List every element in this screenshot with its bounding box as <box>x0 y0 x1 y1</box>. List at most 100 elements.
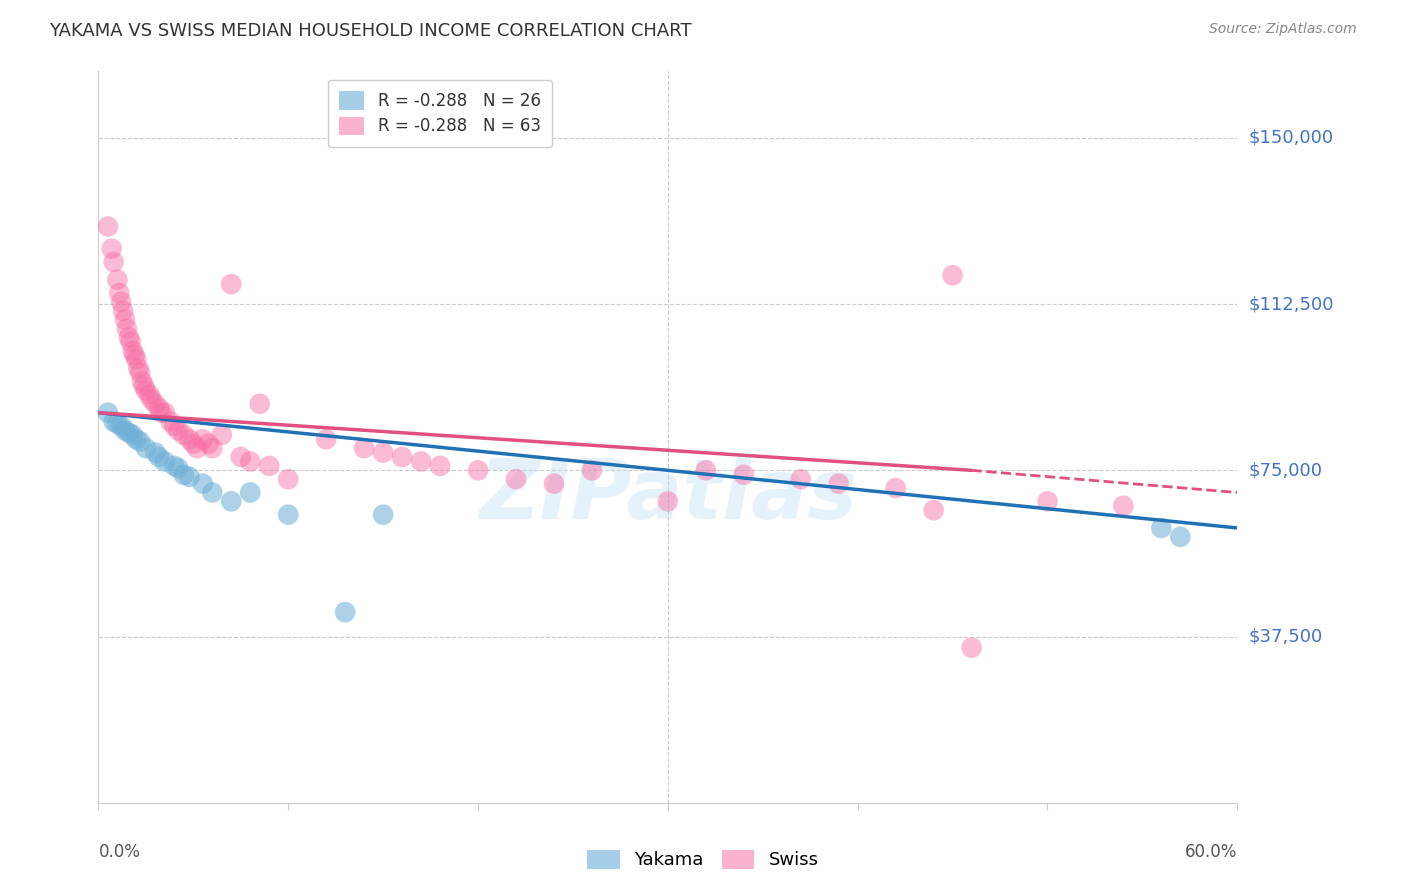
Point <box>211 428 233 442</box>
Point <box>110 294 132 309</box>
Point <box>581 463 603 477</box>
Point <box>153 454 176 468</box>
Text: $37,500: $37,500 <box>1249 628 1323 646</box>
Point <box>505 472 527 486</box>
Point <box>120 334 142 349</box>
Point <box>132 379 155 393</box>
Point <box>153 406 176 420</box>
Point <box>112 303 135 318</box>
Point <box>249 397 271 411</box>
Point <box>173 467 195 482</box>
Point <box>145 397 167 411</box>
Point <box>335 605 357 619</box>
Point <box>173 428 195 442</box>
Text: 0.0%: 0.0% <box>98 843 141 861</box>
Point <box>371 508 394 522</box>
Point <box>163 419 186 434</box>
Text: $75,000: $75,000 <box>1249 461 1323 479</box>
Point <box>114 424 136 438</box>
Point <box>942 268 965 283</box>
Point <box>221 494 243 508</box>
Point <box>97 219 120 234</box>
Point <box>167 424 190 438</box>
Legend: Yakama, Swiss: Yakama, Swiss <box>578 840 828 879</box>
Point <box>353 441 375 455</box>
Point <box>103 415 125 429</box>
Point <box>148 401 170 416</box>
Point <box>259 458 281 473</box>
Text: YAKAMA VS SWISS MEDIAN HOUSEHOLD INCOME CORRELATION CHART: YAKAMA VS SWISS MEDIAN HOUSEHOLD INCOME … <box>49 22 692 40</box>
Point <box>159 415 181 429</box>
Point <box>121 428 143 442</box>
Point <box>884 481 907 495</box>
Point <box>125 352 148 367</box>
Point <box>135 441 157 455</box>
Point <box>124 348 146 362</box>
Point <box>145 445 167 459</box>
Point <box>391 450 413 464</box>
Point <box>191 432 214 446</box>
Point <box>201 441 224 455</box>
Point <box>695 463 717 477</box>
Point <box>733 467 755 482</box>
Point <box>1036 494 1059 508</box>
Point <box>167 461 190 475</box>
Point <box>121 343 143 358</box>
Point <box>135 384 157 398</box>
Point <box>141 392 163 407</box>
Point <box>118 330 141 344</box>
Point <box>129 366 152 380</box>
Point <box>179 470 201 484</box>
Point <box>138 388 160 402</box>
Point <box>114 312 136 326</box>
Point <box>960 640 983 655</box>
Point <box>429 458 451 473</box>
Point <box>1170 530 1192 544</box>
Text: ZIPatlas: ZIPatlas <box>479 455 856 536</box>
Text: Source: ZipAtlas.com: Source: ZipAtlas.com <box>1209 22 1357 37</box>
Point <box>790 472 813 486</box>
Point <box>179 432 201 446</box>
Point <box>183 436 205 450</box>
Text: $150,000: $150,000 <box>1249 128 1333 147</box>
Point <box>118 425 141 440</box>
Point <box>129 434 152 449</box>
Text: 60.0%: 60.0% <box>1185 843 1237 861</box>
Point <box>110 419 132 434</box>
Point <box>229 450 252 464</box>
Point <box>239 485 262 500</box>
Point <box>1150 521 1173 535</box>
Point <box>1112 499 1135 513</box>
Point <box>107 417 129 431</box>
Point <box>922 503 945 517</box>
Point <box>239 454 262 468</box>
Point <box>277 472 299 486</box>
Point <box>127 361 149 376</box>
Point <box>828 476 851 491</box>
Point <box>201 485 224 500</box>
Point <box>115 321 138 335</box>
Legend: R = -0.288   N = 26, R = -0.288   N = 63: R = -0.288 N = 26, R = -0.288 N = 63 <box>328 79 553 147</box>
Point <box>150 406 173 420</box>
Point <box>97 406 120 420</box>
Point <box>467 463 489 477</box>
Point <box>107 273 129 287</box>
Point <box>103 255 125 269</box>
Point <box>148 450 170 464</box>
Point <box>108 285 131 300</box>
Point <box>277 508 299 522</box>
Point <box>543 476 565 491</box>
Point <box>371 445 394 459</box>
Point <box>100 242 122 256</box>
Text: $112,500: $112,500 <box>1249 295 1334 313</box>
Point <box>125 432 148 446</box>
Point <box>197 436 219 450</box>
Point <box>657 494 679 508</box>
Point <box>131 375 153 389</box>
Point <box>163 458 186 473</box>
Point <box>411 454 433 468</box>
Point <box>191 476 214 491</box>
Point <box>315 432 337 446</box>
Point <box>221 277 243 292</box>
Point <box>186 441 208 455</box>
